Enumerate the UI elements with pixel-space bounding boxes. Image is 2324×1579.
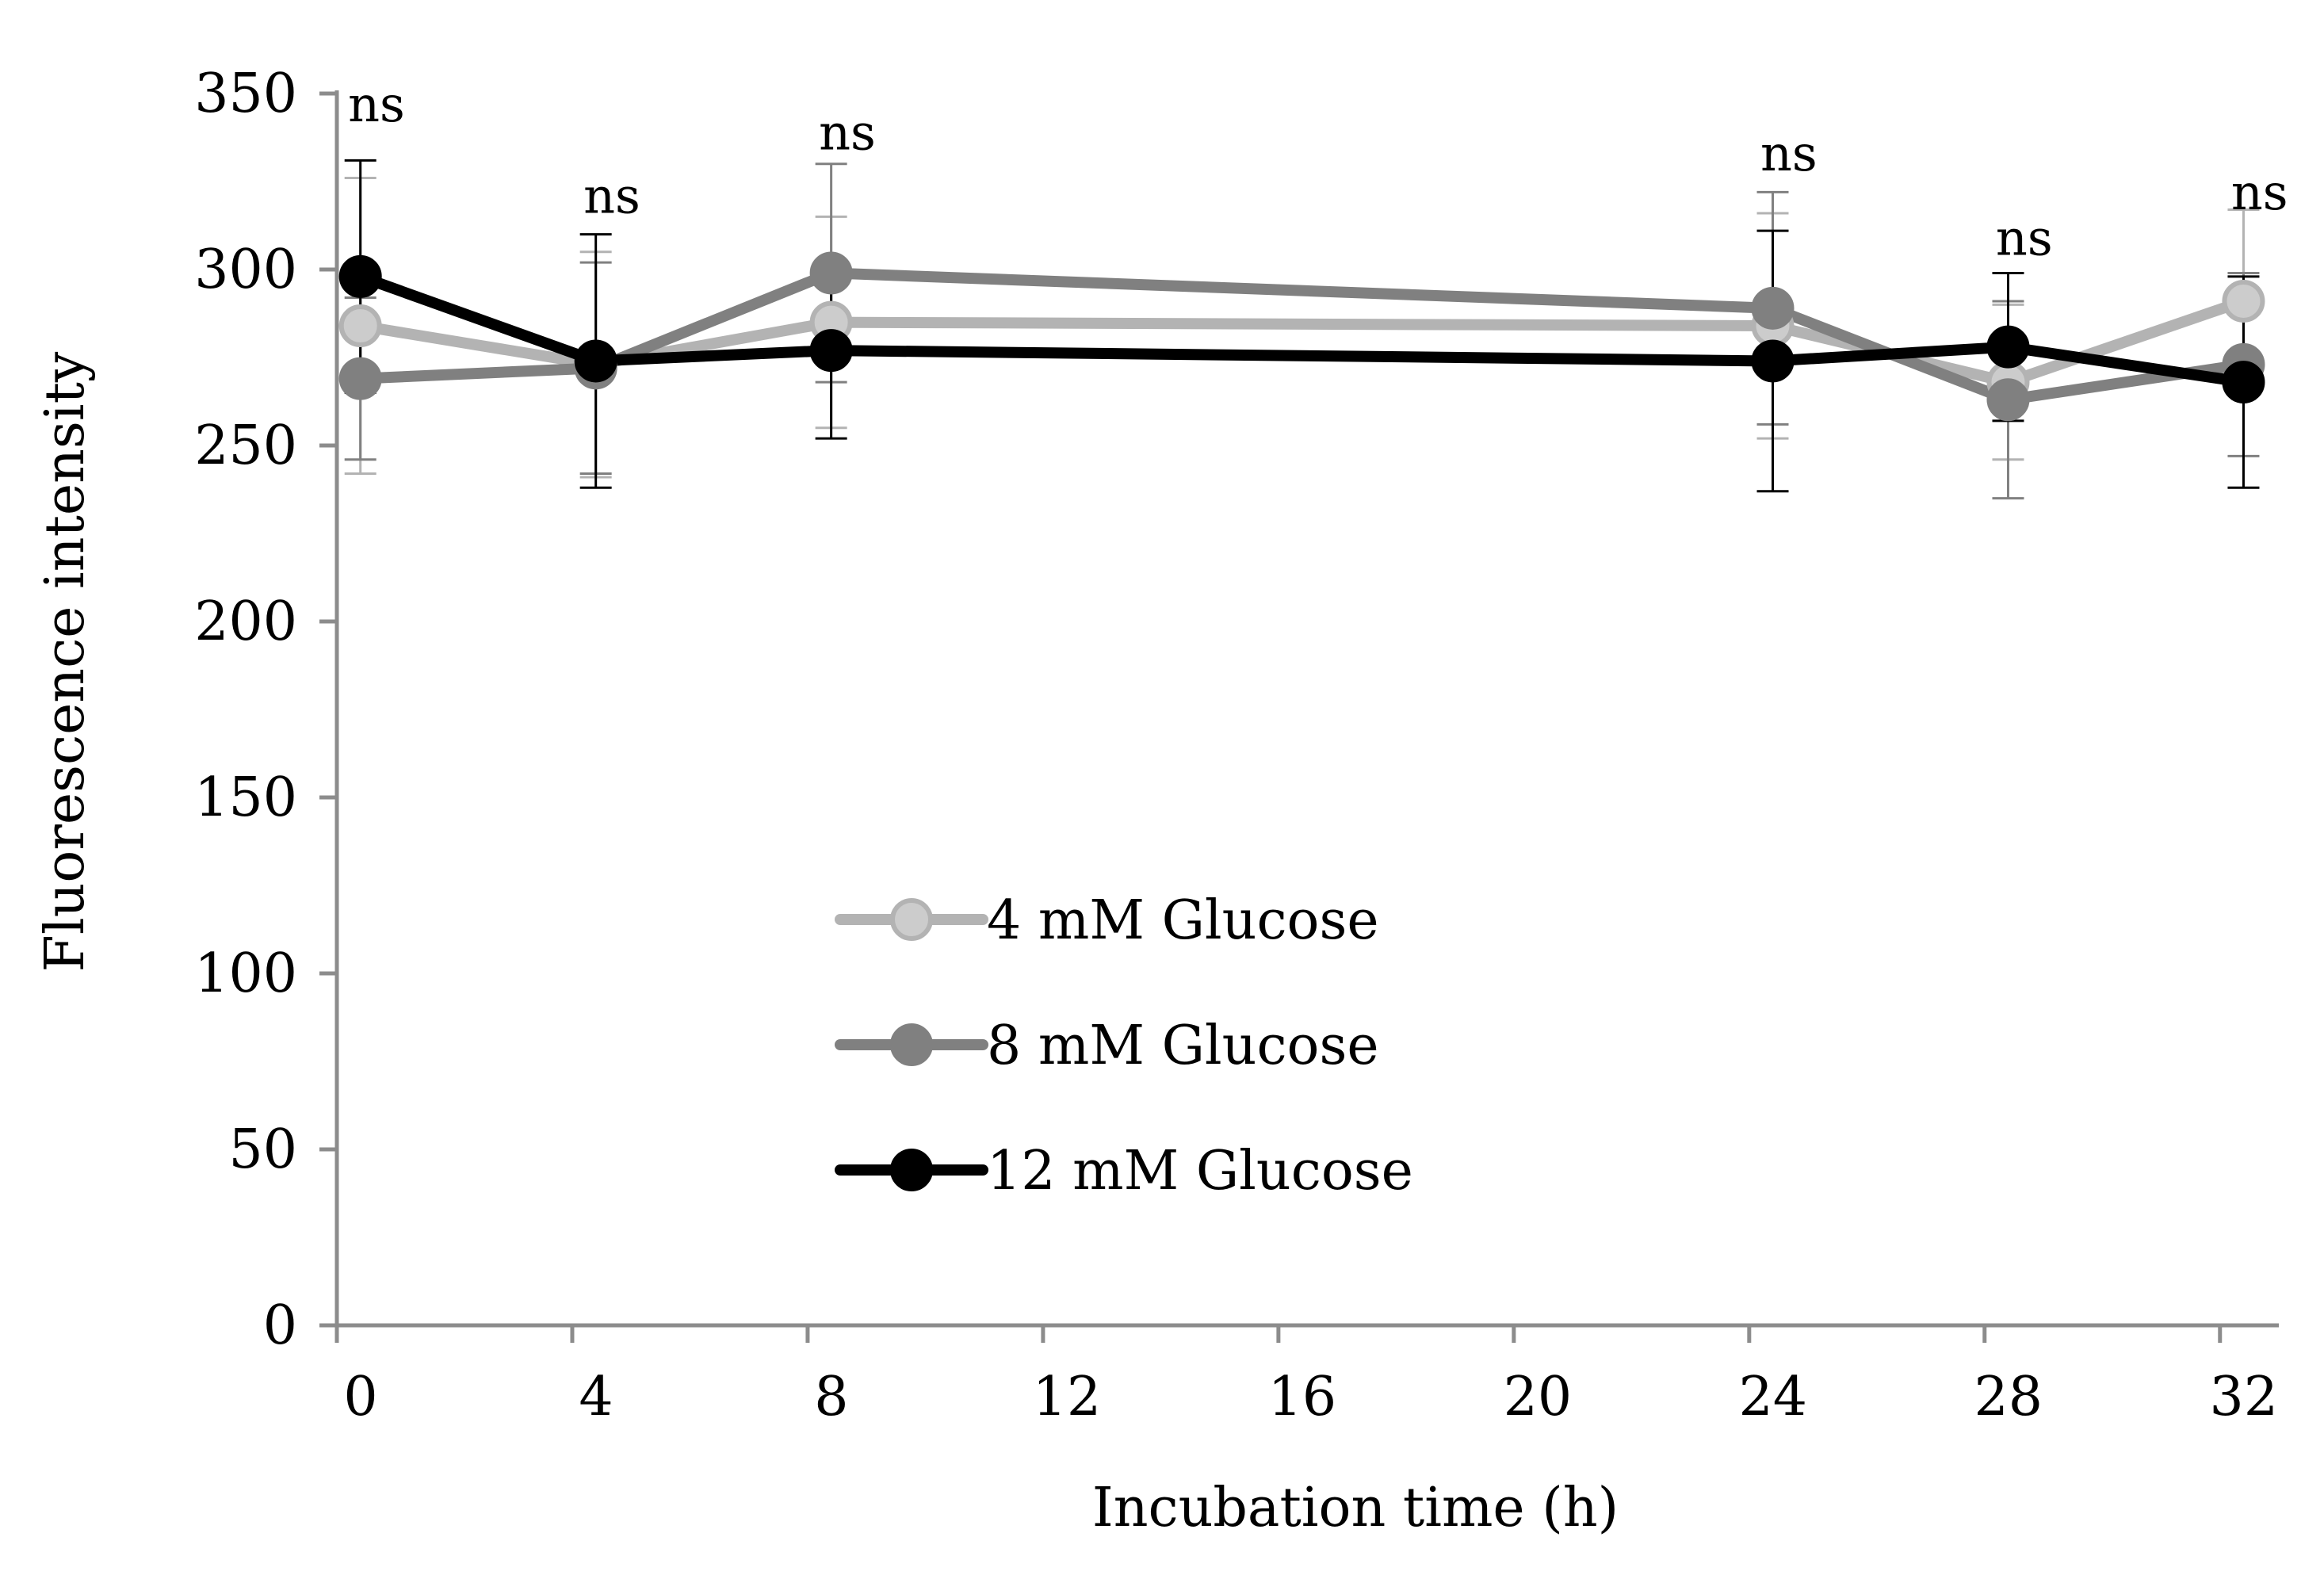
- data-point-3: [1986, 325, 2030, 369]
- data-point-3: [338, 254, 382, 298]
- significance-label: ns: [583, 166, 640, 224]
- x-tick-label: 0: [343, 1366, 377, 1428]
- x-tick-label: 32: [2209, 1366, 2278, 1428]
- axes: 0 50 100 150 200 250 300 350 0 4 8 12 16 20 24 28 32: [194, 63, 2279, 1428]
- data-point-2: [1751, 286, 1795, 330]
- significance-label: ns: [819, 104, 876, 162]
- significance-label: ns: [1996, 209, 2053, 267]
- data-point-3: [809, 329, 853, 373]
- x-axis-title: Incubation time (h): [1092, 1477, 1619, 1539]
- series-markers: [338, 251, 2265, 422]
- significance-label: ns: [1760, 124, 1818, 182]
- data-point-1: [2222, 279, 2265, 323]
- y-tick-label: 250: [194, 415, 297, 477]
- y-tick-label: 350: [194, 63, 297, 125]
- data-point-2: [1986, 378, 2030, 422]
- data-point-1: [338, 304, 382, 348]
- y-tick-label: 100: [194, 942, 297, 1005]
- annotations: ns ns ns ns ns ns: [348, 75, 2288, 267]
- x-tick-label: 20: [1504, 1366, 1573, 1428]
- legend-label-2: 8 mM Glucose: [987, 1015, 1379, 1077]
- y-tick-label: 150: [194, 767, 297, 829]
- x-tick-label: 28: [1974, 1366, 2043, 1428]
- x-tick-label: 12: [1033, 1366, 1102, 1428]
- x-tick-label: 16: [1268, 1366, 1337, 1428]
- series-line-3: [354, 270, 2249, 388]
- significance-label: ns: [348, 75, 405, 133]
- legend: 4 mM Glucose 8 mM Glucose 12 mM Glucose: [835, 889, 1413, 1202]
- x-tick-label: 4: [579, 1366, 613, 1428]
- series-line-1: [354, 295, 2249, 388]
- y-tick-label: 50: [228, 1118, 297, 1181]
- y-tick-label: 200: [194, 591, 297, 653]
- y-tick-label: 0: [263, 1294, 297, 1357]
- legend-label-3: 12 mM Glucose: [987, 1140, 1413, 1202]
- legend-marker-1: [890, 898, 933, 941]
- series-lines: [354, 267, 2249, 406]
- data-point-2: [338, 357, 382, 400]
- x-tick-label: 24: [1739, 1366, 1808, 1428]
- y-axis-title: Fluorescence intensity: [34, 351, 97, 972]
- data-point-3: [2222, 361, 2265, 404]
- legend-label-1: 4 mM Glucose: [987, 889, 1379, 952]
- legend-marker-2: [890, 1023, 933, 1066]
- data-point-2: [809, 251, 853, 295]
- legend-marker-3: [890, 1149, 933, 1191]
- y-tick-label: 300: [194, 239, 297, 301]
- data-point-3: [1751, 339, 1795, 383]
- data-point-3: [574, 339, 617, 383]
- x-tick-label: 8: [814, 1366, 848, 1428]
- series-line-2: [354, 267, 2249, 406]
- significance-label: ns: [2231, 163, 2288, 221]
